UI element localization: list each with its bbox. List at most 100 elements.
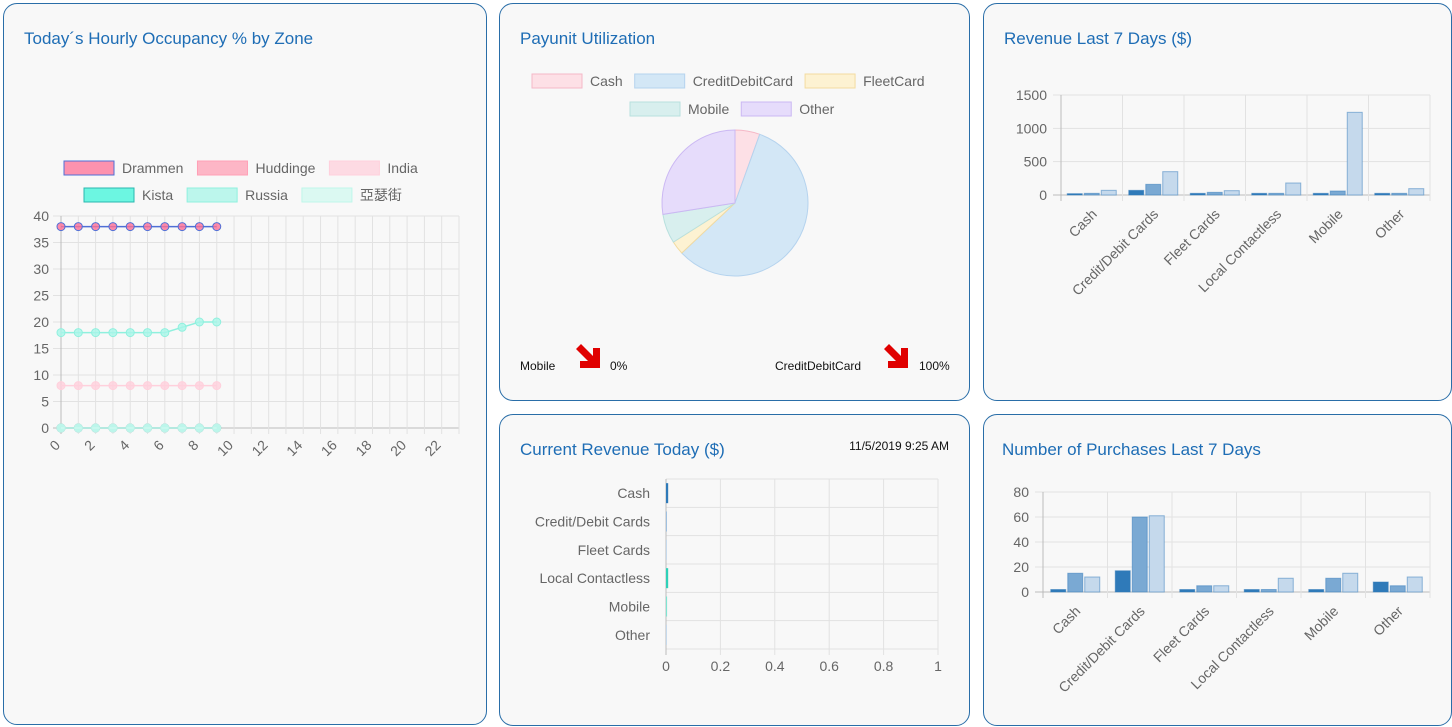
legend-swatch	[186, 187, 238, 203]
x-tick-label: 22	[421, 437, 443, 459]
data-point	[108, 381, 118, 391]
y-tick-label: 10	[33, 367, 49, 383]
x-tick-label: 18	[352, 437, 374, 459]
indicator-left-label: Mobile	[520, 359, 556, 373]
legend-label: Huddinge	[255, 160, 315, 176]
x-tick-label: Mobile	[1305, 206, 1346, 247]
legend-swatch	[301, 187, 353, 203]
bar	[1372, 581, 1389, 593]
bar	[1084, 576, 1101, 593]
legend-swatch	[328, 160, 380, 176]
bar	[1067, 572, 1084, 593]
y-tick-label: Mobile	[609, 599, 650, 615]
x-tick-label: 0	[46, 437, 63, 454]
y-tick-label: 40	[33, 208, 49, 224]
legend-swatch	[629, 101, 681, 117]
y-tick-label: 80	[1013, 484, 1029, 500]
x-tick-label: Fleet Cards	[1160, 206, 1222, 268]
y-tick-label: 1500	[1016, 87, 1047, 103]
x-tick-label: 0.4	[765, 658, 785, 674]
data-point	[143, 381, 153, 391]
current-card: Current Revenue Today ($) 11/5/2019 9:25…	[499, 414, 970, 726]
y-tick-label: Credit/Debit Cards	[535, 514, 650, 530]
bar	[1277, 577, 1294, 593]
x-tick-label: 14	[283, 437, 305, 459]
legend-label: CreditDebitCard	[693, 73, 793, 89]
data-point	[73, 423, 83, 433]
bar	[1148, 515, 1165, 593]
bar	[1179, 589, 1196, 593]
data-point	[160, 222, 170, 232]
indicator-right-label: CreditDebitCard	[775, 359, 861, 373]
data-point	[177, 322, 187, 332]
data-point	[108, 423, 118, 433]
data-point	[177, 222, 187, 232]
payunit-chart: Cash CreditDebitCard FleetCard Mobile Other M…	[520, 73, 950, 373]
legend-swatch	[63, 160, 115, 176]
x-tick-label: 10	[214, 437, 236, 459]
data-point	[91, 222, 101, 232]
data-point	[91, 381, 101, 391]
data-point	[143, 222, 153, 232]
legend-swatch	[83, 187, 135, 203]
legend-label: Drammen	[122, 160, 183, 176]
bar	[1312, 192, 1329, 196]
legend-label: India	[387, 160, 418, 176]
legend-label: FleetCard	[863, 73, 924, 89]
bar	[1189, 192, 1206, 196]
data-point	[73, 328, 83, 338]
bar	[1131, 516, 1148, 593]
y-tick-label: 0	[1021, 584, 1029, 600]
bar	[1223, 190, 1240, 196]
data-point	[212, 423, 222, 433]
x-tick-label: Mobile	[1301, 603, 1342, 644]
data-point	[212, 222, 222, 232]
bar	[666, 596, 668, 617]
occupancy-card: Today´s Hourly Occupancy % by Zone Dramm…	[3, 3, 487, 725]
y-tick-label: 15	[33, 341, 49, 357]
data-point	[108, 328, 118, 338]
data-point	[194, 381, 204, 391]
revenue7-title: Revenue Last 7 Days ($)	[1004, 29, 1193, 48]
bar	[1374, 192, 1391, 196]
bar	[1408, 188, 1425, 196]
bar	[1243, 589, 1260, 593]
y-tick-label: 0	[1039, 187, 1047, 203]
x-tick-label: 16	[318, 437, 340, 459]
y-tick-label: 35	[33, 235, 49, 251]
current-title: Current Revenue Today ($)	[520, 440, 725, 459]
legend-swatch	[196, 160, 248, 176]
bar	[1206, 191, 1223, 196]
legend-swatch	[634, 73, 686, 89]
x-tick-label: 0	[662, 658, 670, 674]
current-chart: 0 0.2 0.4 0.6 0.8 1 Cash Credit/Debit Cards Flee…	[535, 478, 942, 674]
data-point	[91, 423, 101, 433]
bar	[1346, 111, 1363, 196]
bar	[1213, 585, 1230, 593]
data-point	[73, 222, 83, 232]
data-point	[212, 381, 222, 391]
legend-swatch	[740, 101, 792, 117]
bar	[1342, 572, 1359, 593]
x-tick-label: 12	[248, 437, 270, 459]
data-point	[177, 381, 187, 391]
y-tick-label: 40	[1013, 534, 1029, 550]
data-point	[160, 328, 170, 338]
x-tick-label: 8	[185, 437, 202, 454]
x-tick-label: 1	[934, 658, 942, 674]
y-tick-label: 0	[41, 420, 49, 436]
bar	[1162, 171, 1179, 196]
down-right-arrow-icon	[884, 344, 908, 368]
data-point	[125, 328, 135, 338]
bar	[1066, 193, 1083, 196]
pie-slice	[681, 133, 809, 277]
x-tick-label: 0.8	[874, 658, 894, 674]
bar	[1050, 589, 1067, 593]
data-point	[56, 222, 66, 232]
x-tick-label: 2	[81, 437, 98, 454]
x-tick-label: 0.2	[711, 658, 731, 674]
bar	[1196, 585, 1213, 593]
data-point	[160, 423, 170, 433]
x-tick-label: 20	[387, 437, 409, 459]
x-tick-label: Cash	[1049, 603, 1083, 637]
